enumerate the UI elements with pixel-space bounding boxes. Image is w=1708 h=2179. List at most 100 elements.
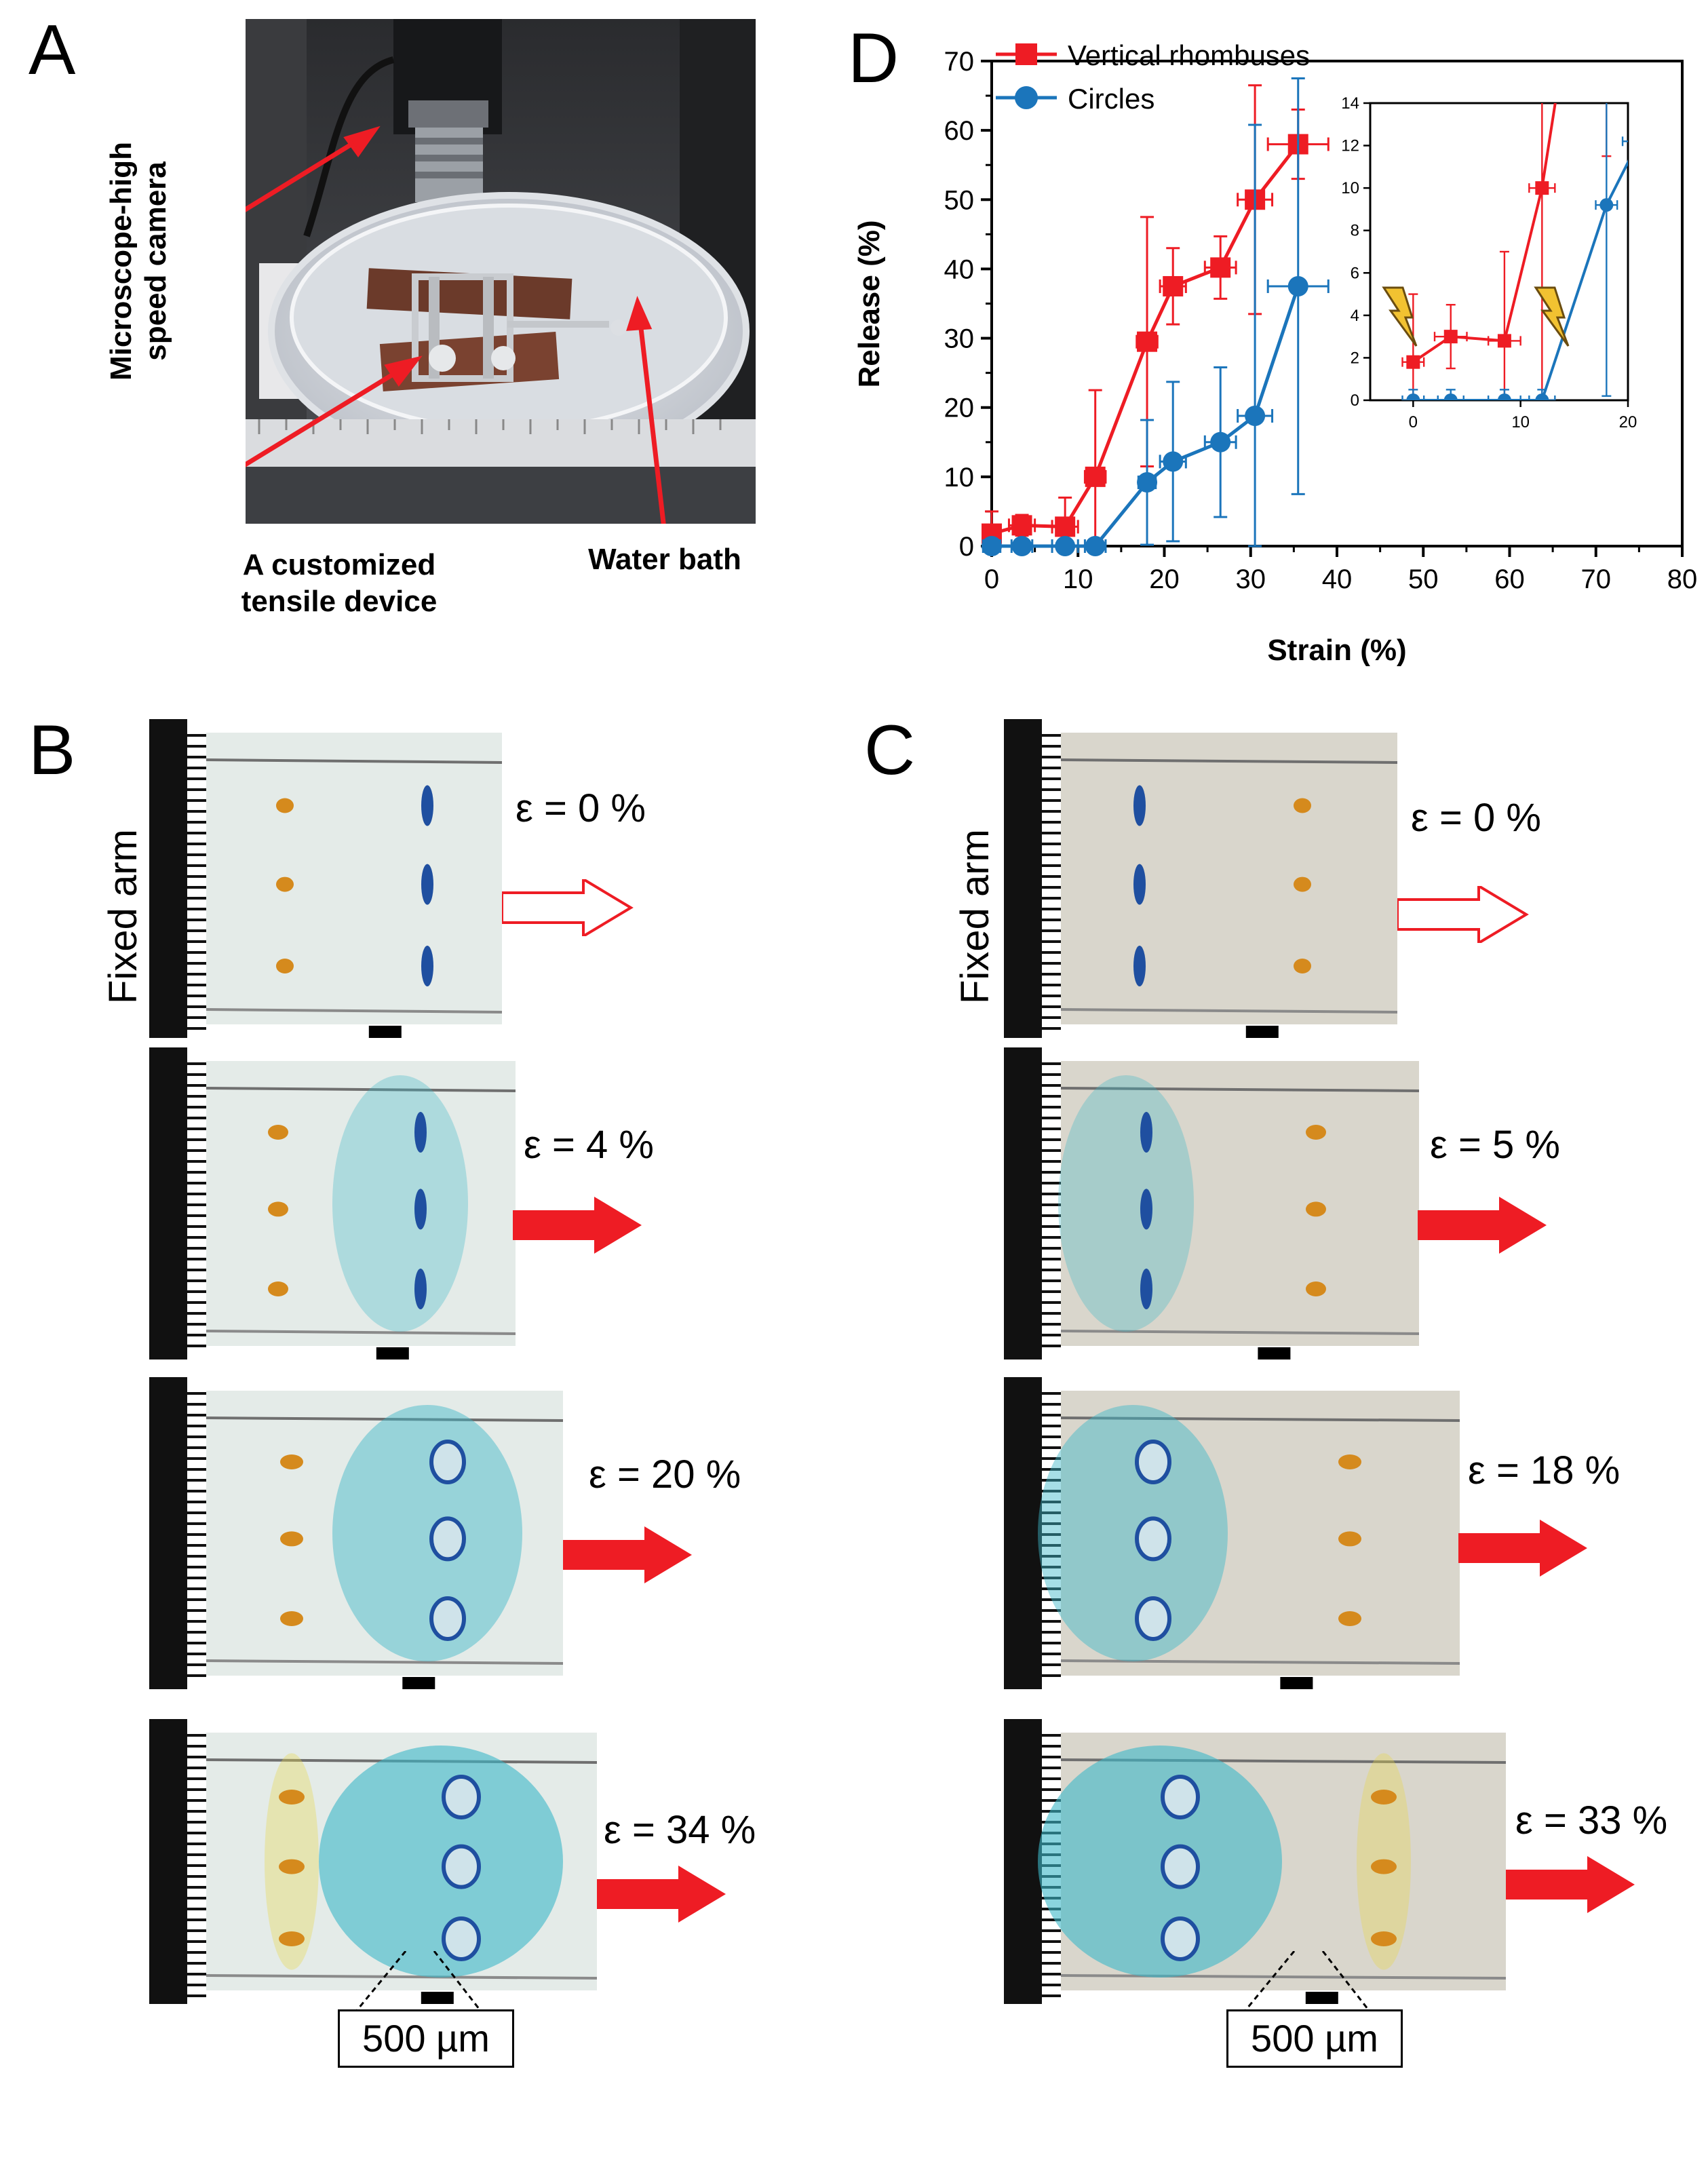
y-tick-label: 60 bbox=[944, 116, 975, 146]
dye-bloom bbox=[332, 1405, 522, 1661]
gel-edge-line bbox=[206, 1416, 564, 1422]
circle-reservoir bbox=[276, 798, 294, 813]
device-label-line1: A customized bbox=[242, 548, 436, 581]
strain-label-b-3: ε = 34 % bbox=[604, 1808, 756, 1852]
x-tick-label: 60 bbox=[1494, 564, 1525, 594]
inset-point-rhombus bbox=[1406, 355, 1420, 369]
scale-bar bbox=[1305, 1992, 1338, 2004]
frame-c-3 bbox=[1004, 1719, 1507, 2004]
scale-bar bbox=[1258, 1347, 1291, 1360]
legend-label-circle: Circles bbox=[1068, 83, 1154, 115]
setup-photo-illustration bbox=[246, 19, 756, 524]
y-tick-label: 50 bbox=[944, 185, 975, 215]
scale-bar bbox=[421, 1992, 454, 2004]
circle-reservoir bbox=[1294, 798, 1311, 813]
circle-reservoir bbox=[268, 1201, 288, 1217]
main-point-rhombus bbox=[1011, 515, 1032, 536]
circle-reservoir bbox=[1306, 1125, 1326, 1140]
circle-reservoir bbox=[276, 959, 294, 973]
strain-label-c-1: ε = 5 % bbox=[1430, 1123, 1560, 1167]
arrow-outline bbox=[1397, 886, 1529, 943]
dye-bloom bbox=[1038, 1746, 1282, 1978]
y-axis: 0 10 20 30 40 50 60 70 bbox=[944, 47, 992, 562]
gel-edge-line bbox=[206, 1659, 564, 1665]
x-tick-label: 20 bbox=[1149, 564, 1180, 594]
inset-point-circle bbox=[1443, 393, 1458, 400]
circle-reservoir bbox=[268, 1281, 288, 1296]
main-point-rhombus bbox=[1055, 516, 1076, 537]
y-tick-label: 20 bbox=[944, 393, 975, 423]
main-point-circle bbox=[1210, 431, 1231, 452]
stretch-arrow bbox=[513, 1197, 642, 1254]
gel-edge-line bbox=[1060, 1416, 1460, 1422]
circle-reservoir bbox=[1294, 876, 1311, 892]
inset-x-tick-label: 10 bbox=[1511, 413, 1530, 431]
inset-y-tick-label: 10 bbox=[1341, 179, 1359, 197]
water-bath-label: Water bath bbox=[588, 543, 741, 576]
circle-reservoir bbox=[276, 876, 294, 892]
circle-reservoir bbox=[1338, 1611, 1361, 1626]
inset-point-rhombus bbox=[1443, 330, 1458, 344]
clamp-bar bbox=[149, 719, 187, 1038]
panel-d-letter: D bbox=[848, 19, 899, 98]
y-tick-label: 10 bbox=[944, 463, 975, 493]
rhombus-reservoir-opened bbox=[1135, 1516, 1171, 1562]
scale-bar-callout-c bbox=[1214, 1950, 1404, 2073]
stretch-arrow bbox=[502, 879, 634, 936]
x-tick-label: 10 bbox=[1063, 564, 1093, 594]
main-point-circle bbox=[1245, 405, 1266, 426]
fixed-arm-label-c: Fixed arm bbox=[953, 829, 997, 1004]
x-axis: 0 10 20 30 40 50 60 70 80 bbox=[984, 546, 1697, 594]
main-point-circle bbox=[1055, 536, 1076, 556]
circle-reservoir bbox=[1306, 1281, 1326, 1296]
inset-point-circle bbox=[1535, 393, 1549, 400]
strain-label-b-2: ε = 20 % bbox=[589, 1452, 741, 1497]
rhombus-reservoir-opened bbox=[1161, 1916, 1200, 1961]
main-point-rhombus bbox=[1163, 275, 1184, 296]
x-tick-label: 50 bbox=[1408, 564, 1439, 594]
rhombus-reservoir-opened bbox=[1135, 1596, 1171, 1641]
circle-reservoir bbox=[1338, 1531, 1361, 1547]
rhombus-reservoir-opened bbox=[1135, 1440, 1171, 1484]
gel-edge-line bbox=[1060, 758, 1398, 764]
frame-b-2 bbox=[149, 1377, 564, 1689]
clamp-bar bbox=[1004, 1047, 1042, 1360]
inset-series-line-0 bbox=[1412, 103, 1557, 364]
y-tick-label: 30 bbox=[944, 324, 975, 354]
x-tick-label: 30 bbox=[1236, 564, 1266, 594]
inset-point-circle bbox=[1691, 75, 1703, 89]
circle-reservoir bbox=[1371, 1931, 1397, 1946]
dye-bloom bbox=[332, 1075, 468, 1332]
inset-y-tick-label: 0 bbox=[1351, 391, 1359, 410]
gel-image bbox=[1061, 733, 1397, 1024]
rhombus-reservoir bbox=[1133, 864, 1146, 905]
scale-bar-callout-b bbox=[326, 1950, 516, 2073]
clamp-bar bbox=[149, 1047, 187, 1360]
gel-edge-line bbox=[1060, 1008, 1398, 1014]
rhombus-reservoir bbox=[414, 1112, 427, 1153]
circle-reservoir bbox=[1371, 1790, 1397, 1805]
circle-reservoir bbox=[279, 1859, 305, 1874]
strain-label-c-0: ε = 0 % bbox=[1411, 796, 1541, 840]
strain-label-b-0: ε = 0 % bbox=[516, 786, 646, 830]
x-tick-label: 40 bbox=[1322, 564, 1353, 594]
circle-reservoir bbox=[1371, 1859, 1397, 1874]
strain-label-c-2: ε = 18 % bbox=[1468, 1448, 1620, 1492]
rhombus-reservoir-opened bbox=[442, 1775, 481, 1819]
main-point-circle bbox=[982, 536, 1002, 556]
circle-reservoir bbox=[280, 1531, 303, 1547]
inset-x-tick-label: 0 bbox=[1409, 413, 1418, 431]
x-tick-label: 0 bbox=[984, 564, 999, 594]
scale-bar-leader-lines-b bbox=[354, 1950, 483, 2013]
rhombus-reservoir bbox=[1140, 1112, 1152, 1153]
scale-bar bbox=[402, 1677, 435, 1689]
stretch-arrow bbox=[1458, 1520, 1587, 1577]
circle-reservoir bbox=[1306, 1201, 1326, 1217]
scale-bar bbox=[376, 1347, 409, 1360]
lightning-icon bbox=[1382, 286, 1418, 347]
frame-b-0 bbox=[149, 719, 503, 1038]
inset-point-circle bbox=[1497, 393, 1511, 400]
rhombus-reservoir-opened bbox=[442, 1916, 481, 1961]
circle-reservoir bbox=[279, 1931, 305, 1946]
